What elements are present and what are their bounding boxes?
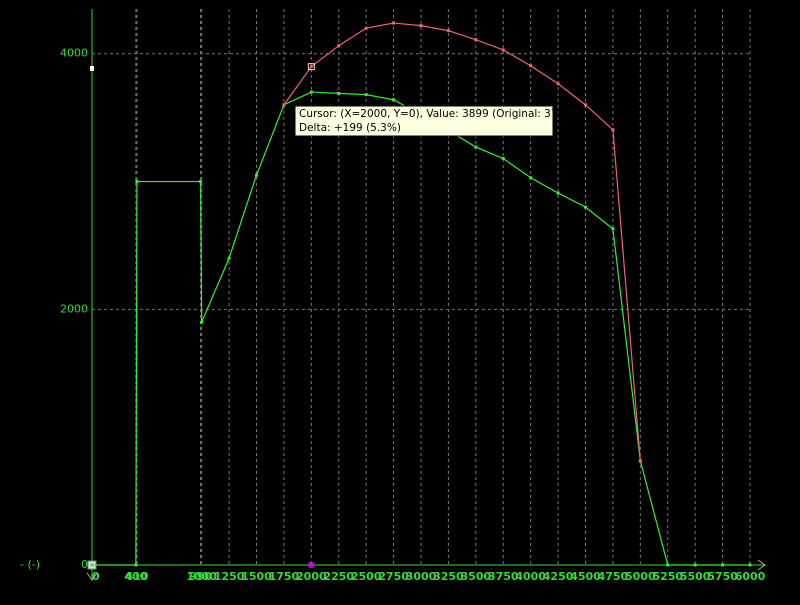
point	[419, 24, 423, 28]
x-tick-label: 3500	[461, 570, 492, 583]
point	[392, 98, 396, 102]
point	[90, 563, 94, 567]
point	[721, 563, 725, 567]
x-tick-label: 5250	[652, 570, 683, 583]
x-tick-label: 1250	[214, 570, 245, 583]
x-tick-label: 0	[92, 570, 100, 583]
cursor-axis-marker	[308, 562, 315, 568]
y-axis-label: - (-)	[20, 558, 40, 571]
point	[693, 563, 697, 567]
point	[337, 91, 341, 95]
point	[611, 227, 615, 231]
x-tick-label: 3750	[488, 570, 519, 583]
point	[309, 90, 313, 94]
point	[364, 93, 368, 97]
x-tick-label: 5000	[625, 570, 656, 583]
series-line	[283, 22, 641, 461]
x-tick-label: 5750	[707, 570, 738, 583]
x-tick-label: 1750	[269, 570, 300, 583]
y-tick-label: 4000	[60, 47, 88, 60]
point	[638, 459, 642, 463]
y-tick-label: 2000	[60, 302, 88, 315]
point	[556, 82, 560, 86]
tooltip-line: Delta: +199 (5.3%)	[299, 122, 401, 134]
x-tick-label: 2500	[351, 570, 382, 583]
point	[364, 26, 368, 30]
x-tick-label: 400	[124, 570, 147, 583]
point	[199, 180, 203, 184]
x-tick-label: 1500	[241, 570, 272, 583]
x-tick-label: 2750	[378, 570, 409, 583]
point	[446, 29, 450, 33]
point	[474, 145, 478, 149]
x-tick-label: 3000	[406, 570, 437, 583]
point	[227, 256, 231, 260]
point	[282, 103, 286, 107]
point	[392, 21, 396, 25]
point	[501, 48, 505, 52]
point	[135, 180, 139, 184]
point	[748, 563, 752, 567]
x-tick-label: 4250	[543, 570, 574, 583]
point	[501, 157, 505, 161]
x-tick-label: 4750	[598, 570, 629, 583]
point	[337, 44, 341, 48]
y-axis-arrow	[86, 572, 98, 581]
point	[666, 563, 670, 567]
point	[584, 205, 587, 209]
point	[611, 128, 615, 132]
tooltip-line: Cursor: (X=2000, Y=0), Value: 3899 (Orig…	[299, 108, 575, 120]
point	[200, 320, 204, 324]
y-axis-handle	[90, 66, 94, 71]
point	[529, 64, 533, 68]
point	[556, 191, 560, 195]
x-tick-label: 1000	[186, 570, 217, 583]
cursor-marker	[307, 63, 315, 71]
point	[474, 38, 478, 42]
point	[584, 103, 587, 107]
x-tick-label: 410	[125, 570, 148, 583]
point	[529, 176, 533, 180]
x-tick-label: 2000	[296, 570, 327, 583]
tooltip	[294, 105, 554, 137]
x-tick-label: 990	[189, 570, 212, 583]
x-tick-label: 2250	[323, 570, 354, 583]
x-tick-label: 6000	[735, 570, 766, 583]
x-axis-arrow	[757, 559, 766, 571]
y-tick-label: 0	[81, 558, 88, 571]
point	[134, 563, 138, 567]
x-tick-label: 3250	[433, 570, 464, 583]
x-tick-label: 4500	[570, 570, 601, 583]
point	[255, 173, 258, 177]
x-tick-label: 4000	[515, 570, 546, 583]
x-tick-label: 5500	[680, 570, 711, 583]
point	[309, 65, 313, 69]
